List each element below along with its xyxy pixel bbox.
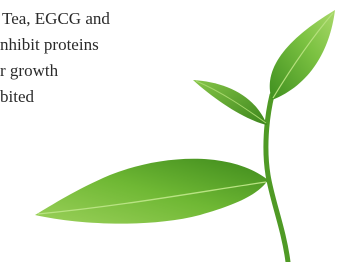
text-line: r growth (0, 61, 59, 80)
text-line: Tea, EGCG and (2, 9, 110, 28)
text-line: nhibit proteins (0, 35, 99, 54)
page: Tea, EGCG and nhibit proteins r growth b… (0, 0, 348, 262)
text-line: bited (0, 87, 34, 106)
